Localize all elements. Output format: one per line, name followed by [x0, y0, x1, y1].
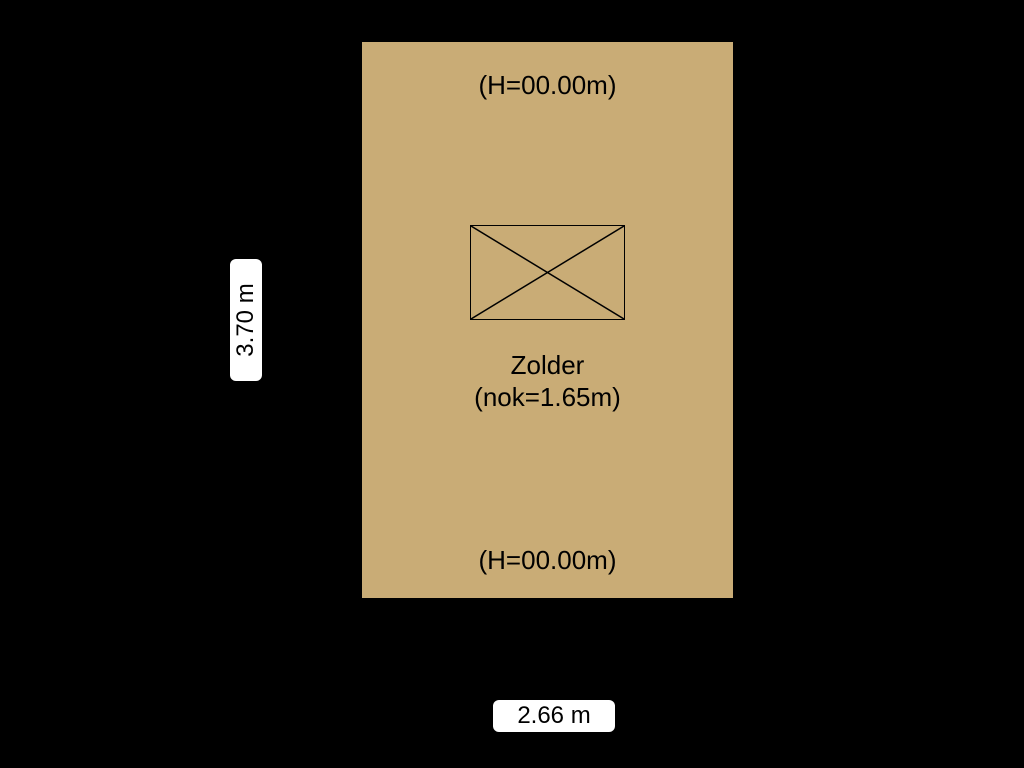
floorplan-stage: (H=00.00m) Zolder (nok=1.65m) (H=00.00m)… — [0, 0, 1024, 768]
dim-vertical-arrow-top-icon — [290, 40, 310, 54]
dim-vertical-label: 3.70 m — [230, 259, 262, 381]
dim-horizontal-line — [360, 659, 735, 661]
room-bottom-height-label: (H=00.00m) — [348, 545, 748, 576]
dim-horizontal-label: 2.66 m — [493, 700, 615, 732]
hatch-symbol — [470, 225, 625, 320]
dim-horizontal-arrow-right-icon — [721, 650, 735, 670]
dim-vertical-arrow-bottom-icon — [290, 586, 310, 600]
room-zolder — [360, 40, 735, 600]
dim-vertical-line — [299, 40, 301, 600]
room-top-height-label: (H=00.00m) — [348, 70, 748, 101]
room-name-label: Zolder — [348, 350, 748, 381]
dim-horizontal-arrow-left-icon — [360, 650, 374, 670]
room-nok-label: (nok=1.65m) — [348, 382, 748, 413]
